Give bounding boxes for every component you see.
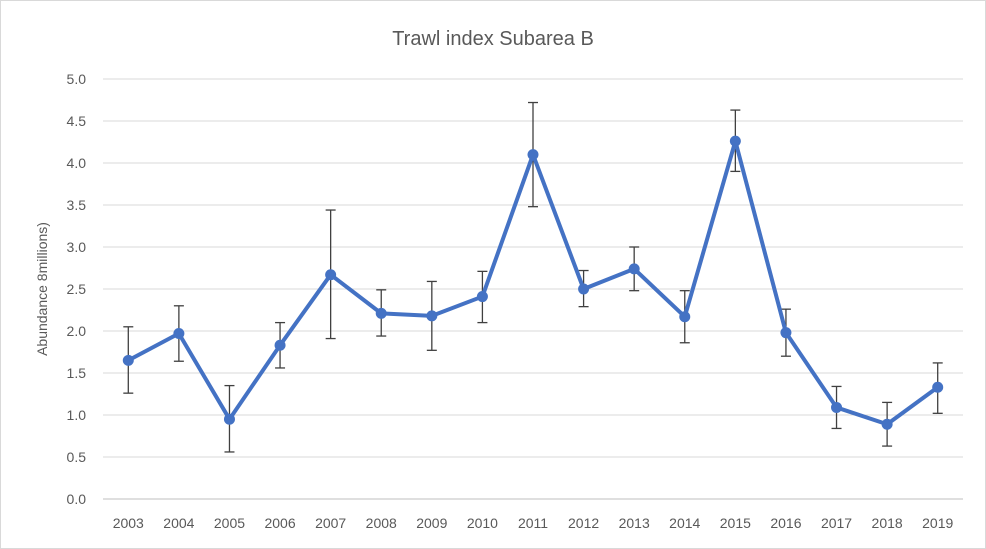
x-tick-label: 2019 [922, 515, 953, 531]
y-tick-label: 0.5 [67, 449, 87, 465]
data-point [325, 269, 337, 281]
x-tick-label: 2004 [163, 515, 194, 531]
x-tick-label: 2007 [315, 515, 346, 531]
y-tick-label: 3.5 [67, 197, 87, 213]
data-point [122, 354, 134, 366]
y-tick-label: 0.0 [67, 491, 87, 507]
x-tick-label: 2003 [113, 515, 144, 531]
y-tick-label: 4.0 [67, 155, 87, 171]
x-tick-label: 2005 [214, 515, 245, 531]
data-point [831, 401, 843, 413]
y-tick-label: 5.0 [67, 71, 87, 87]
y-tick-label: 4.5 [67, 113, 87, 129]
x-tick-label: 2014 [669, 515, 700, 531]
data-point [527, 149, 539, 161]
data-point [881, 418, 893, 430]
x-tick-label: 2011 [518, 515, 548, 531]
data-point [729, 135, 741, 147]
y-tick-label: 1.5 [67, 365, 87, 381]
x-tick-label: 2016 [770, 515, 801, 531]
data-point [173, 328, 185, 340]
y-axis-label: Abundance 8millions) [34, 222, 50, 356]
y-tick-label: 1.0 [67, 407, 87, 423]
x-tick-label: 2006 [264, 515, 295, 531]
data-point [375, 307, 387, 319]
y-tick-label: 3.0 [67, 239, 87, 255]
data-point [679, 311, 691, 323]
data-point [578, 283, 590, 295]
data-point [628, 263, 640, 275]
x-tick-label: 2008 [366, 515, 397, 531]
x-tick-label: 2013 [619, 515, 650, 531]
x-tick-label: 2010 [467, 515, 498, 531]
y-tick-label: 2.5 [67, 281, 87, 297]
y-tick-label: 2.0 [67, 323, 87, 339]
data-point [476, 291, 488, 303]
data-point [780, 327, 792, 339]
data-point [426, 310, 438, 322]
data-point [223, 413, 235, 425]
data-point [932, 381, 944, 393]
x-tick-label: 2017 [821, 515, 852, 531]
x-tick-label: 2018 [872, 515, 903, 531]
x-tick-label: 2015 [720, 515, 751, 531]
data-point [274, 339, 286, 351]
chart-title: Trawl index Subarea B [392, 28, 594, 50]
x-tick-label: 2012 [568, 515, 599, 531]
x-tick-label: 2009 [416, 515, 447, 531]
